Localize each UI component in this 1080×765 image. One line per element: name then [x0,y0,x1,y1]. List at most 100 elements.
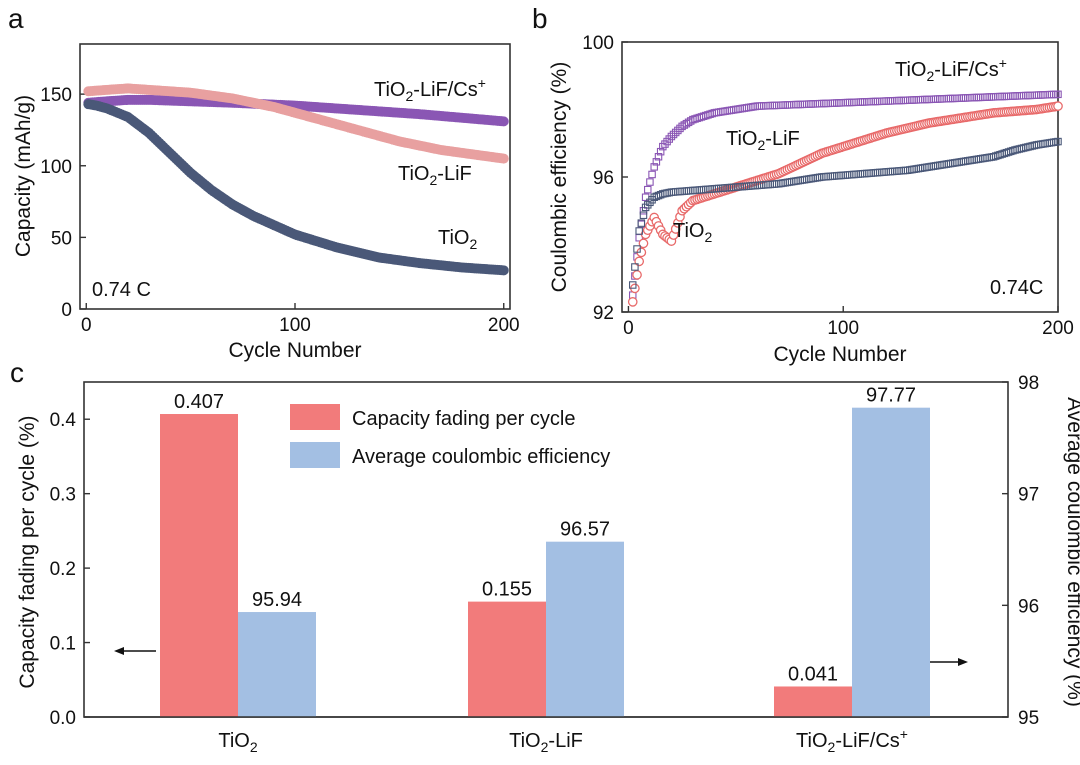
panel-b-y-tick-label: 92 [593,303,614,324]
panel-b-data-point [792,100,800,109]
panel-b-data-point [961,94,970,102]
panel-b-data-point [914,96,923,104]
right-axis-arrow-icon [930,658,968,666]
panel-b-data-point [869,97,878,106]
panel-b-data-point [856,170,865,178]
panel-b-data-point [946,94,955,103]
panel-b-data-point [646,198,654,207]
panel-b-data-point [757,102,766,110]
panel-a-x-tick-label: 200 [488,315,520,336]
panel-a-y-tick-label: 50 [51,228,72,249]
panel-b-data-point [772,101,781,110]
panel-b-data-point [869,169,878,177]
panel-b-data-point [674,126,682,135]
panel-b-data-point [631,263,639,271]
panel-b-data-point [1049,90,1058,99]
panel-b-data-point [760,102,768,110]
panel-b-data-point [809,100,817,108]
panel-b-data-point [942,94,951,103]
panel-b-data-point [824,172,832,181]
panel-b-data-point [888,97,897,105]
rate-annotation-a: 0.74 C [92,279,151,301]
panel-b-data-point [764,101,772,110]
panel-c-left-tick-label: 0.0 [50,708,76,729]
panel-b-data-point [841,98,850,107]
panel-b-data-point [652,158,661,166]
panel-b-data-point [689,186,697,195]
panel-b-data-point [800,100,809,109]
panel-b-data-point [845,98,854,107]
panel-b-data-point [833,99,841,107]
rate-annotation-b: 0.74C [990,277,1043,299]
panel-b-x-tick-label: 200 [1042,318,1074,339]
panel-b-data-point [785,101,794,109]
bar-average-coulombic-efficiency-2-value-label: 97.77 [866,385,916,407]
panel-b-data-point [678,187,686,196]
panel-b-data-point [893,167,901,175]
panel-b-data-point [908,96,916,104]
panel-b-data-point [858,170,867,178]
panel-b-data-point [860,98,869,106]
panel-b-data-point [680,187,689,195]
panel-b-data-point [828,99,837,107]
bar-capacity-fading-per-cycle-1-value-label: 0.155 [482,579,532,601]
panel-b-data-point [777,101,785,109]
panel-b-data-point [873,97,882,106]
series-label-a-tio2-lif-cs: TiO2-LiF/Cs+ [374,75,486,104]
panel-b-data-point [635,227,643,235]
panel-b-data-point [1002,92,1011,101]
panel-b-data-point [865,169,873,178]
panel-b-data-point [674,187,682,196]
panel-b-data-point [925,95,933,104]
panel-b-data-point [1037,91,1045,99]
panel-b-data-point [1053,101,1063,111]
panel-b-data-point [826,172,835,181]
panel-b-data-point [1006,92,1015,100]
panel-b-data-point [663,137,671,146]
panel-b-data-point [843,171,852,179]
panel-b-data-point [1039,91,1047,99]
panel-b-data-point [1034,91,1043,99]
panel-c-left-tick-label: 0.4 [50,410,77,431]
panel-b-data-point [944,94,953,103]
panel-b-data-point [976,93,985,102]
panel-b-data-point [974,93,983,102]
panel-b-data-point [848,98,856,107]
panel-a-x-tick-label: 0 [81,315,92,336]
panel-b-data-point [891,167,899,176]
panel-b-data-point [848,170,856,179]
panel-b-data-point [921,95,929,104]
y-axis-title-b: Coulombic efficiency (%) [548,62,571,293]
panel-b-data-point [856,98,865,106]
panel-b-data-point [766,101,774,110]
x-axis-title-b: Cycle Number [773,343,906,366]
panel-b-data-point [884,97,893,105]
panel-b-data-point [813,100,822,108]
panel-b-data-point [815,99,824,108]
series-label-a-tio2: TiO2 [438,227,477,252]
panel-b-data-point [845,171,854,179]
panel-a-data-point [498,153,509,164]
panel-b-data-point [684,187,693,195]
panel-b-data-point [656,147,665,156]
bar-average-coulombic-efficiency-0 [238,612,316,717]
panel-b-data-point [1015,92,1024,100]
panel-b-data-point [841,171,850,179]
panel-a-series-tio2-lif [83,83,509,164]
panel-b-data-point [931,95,940,103]
panel-a-series-tio2 [83,99,509,276]
panel-b-data-point [863,98,871,106]
panel-b-data-point [770,180,779,188]
panel-b-data-point [918,95,927,104]
panel-b-y-tick-label: 100 [582,33,614,54]
series-label-b-tio2-lif-cs: TiO2-LiF/Cs+ [895,55,1007,84]
panel-b-data-point [953,94,961,103]
panel-c-left-tick-label: 0.2 [50,559,76,580]
panel-b-data-point [682,187,691,195]
panel-b-x-tick-label: 0 [623,318,634,339]
panel-b-data-point [837,171,845,180]
panel-b-data-point [632,270,642,280]
panel-b-data-point [891,96,899,105]
category-label-tio2: TiO2 [218,730,257,755]
panel-a-x-tick-label: 100 [279,315,311,336]
